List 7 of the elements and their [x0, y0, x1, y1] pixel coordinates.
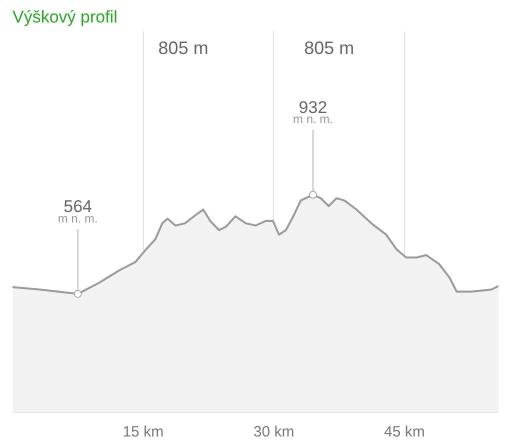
annotation: 932 m n. m.: [292, 98, 333, 126]
annotation: 564 m n. m.: [58, 196, 98, 226]
x-tick-label: 30 km: [253, 424, 294, 440]
text: 805 m 805 m: [158, 38, 354, 58]
x-tick-label: 45 km: [384, 424, 425, 440]
chart-title: Výškový profil: [12, 8, 118, 26]
x-tick-label: 15 km: [122, 424, 164, 440]
